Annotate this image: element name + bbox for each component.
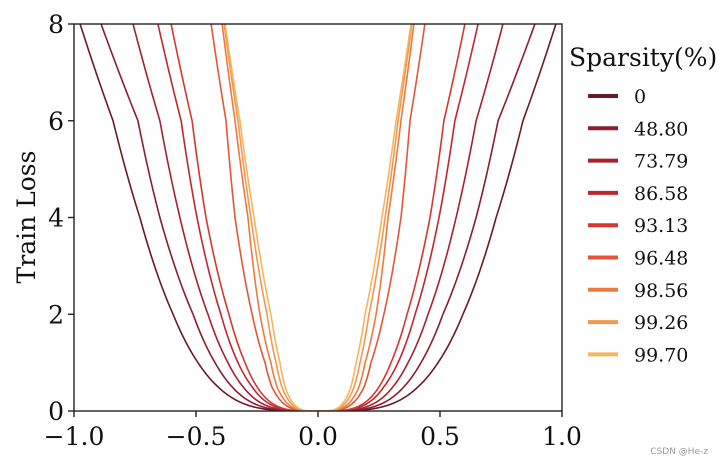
y-tick-label: 6 <box>48 107 64 136</box>
legend-label: 98.56 <box>634 280 688 302</box>
x-tick-label: 0.0 <box>298 422 338 451</box>
legend-label: 93.13 <box>634 215 688 237</box>
y-tick-label: 0 <box>48 397 64 426</box>
series-line-98-56 <box>221 24 415 411</box>
x-tick-label: −1.0 <box>44 422 105 451</box>
plot-frame <box>73 23 563 412</box>
series-line-99-70 <box>224 24 412 411</box>
legend-label: 96.48 <box>634 248 688 270</box>
legend-items: 0 48.80 73.79 86.58 93.13 96.48 98.56 99.26 99.7… <box>588 86 688 366</box>
legend-label: 86.58 <box>634 183 688 205</box>
x-tick-label: −0.5 <box>166 422 227 451</box>
legend-label: 99.70 <box>634 344 688 366</box>
series-line-73-79 <box>132 24 504 411</box>
legend-label: 0 <box>634 86 646 108</box>
legend-label: 48.80 <box>634 118 688 140</box>
series-line-0 <box>79 24 557 411</box>
y-axis-label: Train Loss <box>12 151 41 284</box>
x-tick-label: 1.0 <box>542 422 582 451</box>
y-tick-label: 4 <box>48 204 64 233</box>
ticks: −1.0 −0.5 0.0 0.5 1.0 0 2 4 6 8 <box>44 10 582 451</box>
watermark: CSDN @He-z <box>650 447 708 457</box>
y-tick-label: 8 <box>48 10 64 39</box>
series-line-93-13 <box>170 24 466 411</box>
series-line-96-48 <box>210 24 426 411</box>
legend-label: 73.79 <box>634 151 688 173</box>
legend: Sparsity(%) 0 48.80 73.79 86.58 93.13 96.48 98… <box>569 43 717 366</box>
series-line-99-26 <box>223 24 413 411</box>
series-line-48-80 <box>100 24 536 411</box>
plot-lines <box>79 24 557 411</box>
axes <box>73 23 563 412</box>
legend-title: Sparsity(%) <box>569 43 717 72</box>
x-tick-label: 0.5 <box>420 422 460 451</box>
series-line-86-58 <box>157 24 479 411</box>
legend-label: 99.26 <box>634 312 688 334</box>
y-tick-label: 2 <box>48 300 64 329</box>
